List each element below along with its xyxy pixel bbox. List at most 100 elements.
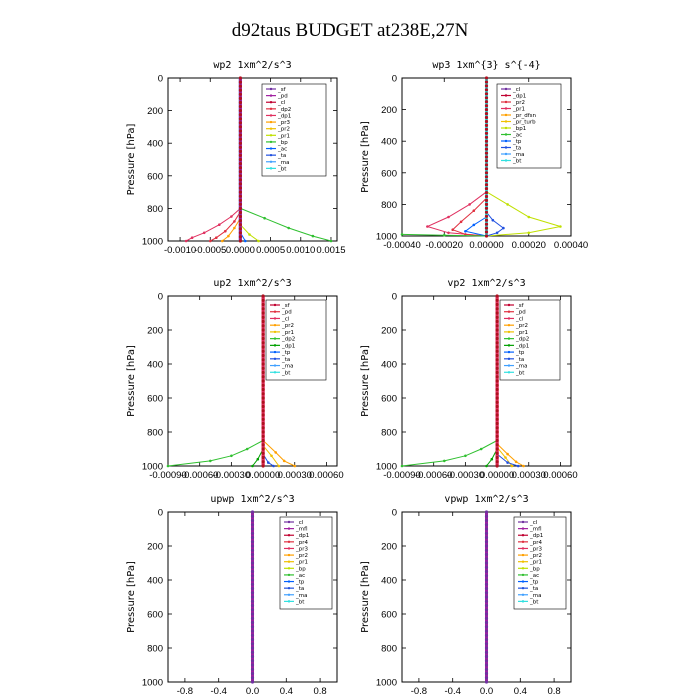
x-tick-label: -0.00030 xyxy=(213,470,251,481)
legend-swatch-marker xyxy=(521,600,525,603)
zero-line-marker xyxy=(495,362,499,366)
y-tick-label: 600 xyxy=(381,168,397,179)
legend-entry: _ac xyxy=(277,147,287,153)
zero-line-marker xyxy=(484,210,489,214)
zero-line-marker xyxy=(484,222,489,226)
zero-line-marker xyxy=(261,375,265,379)
zero-line-marker xyxy=(238,117,242,121)
series-line-pr2 xyxy=(262,440,296,467)
zero-line-marker xyxy=(495,400,499,404)
legend-swatch-marker xyxy=(287,586,291,590)
zero-line-marker xyxy=(484,650,489,654)
legend-entry: _ma xyxy=(515,364,527,370)
zero-line-marker xyxy=(250,612,255,616)
zero-line-marker xyxy=(484,625,489,629)
legend-entry: _dp2 xyxy=(277,107,291,113)
y-axis-label: Pressure [hPa] xyxy=(126,561,137,633)
series-point xyxy=(248,233,251,236)
y-tick-label: 800 xyxy=(147,428,163,439)
zero-line-marker xyxy=(495,375,499,379)
zero-line-marker xyxy=(261,366,265,370)
zero-line-marker xyxy=(495,298,499,302)
chart-legend: _sf_pd_cl_pr2_pr1_dp2_dp1_tp_ta_ma_bt xyxy=(499,299,561,381)
series-point xyxy=(516,464,520,468)
zero-line-marker xyxy=(484,676,489,680)
legend-swatch-marker xyxy=(507,350,511,354)
x-tick-label: 0.00030 xyxy=(278,470,312,481)
y-tick-label: 1000 xyxy=(376,232,397,243)
zero-line-marker xyxy=(261,349,265,353)
zero-line-marker xyxy=(484,155,489,159)
chart-legend: _cl_dp1_pr2_pr1_pr_dfsn_pr_turb_bp1_ac_t… xyxy=(496,83,562,169)
legend-swatch-marker xyxy=(507,364,511,367)
zero-line-marker xyxy=(250,663,255,667)
zero-line-marker xyxy=(484,659,489,663)
zero-line-marker xyxy=(261,447,265,451)
zero-line-marker xyxy=(484,531,489,535)
zero-line-marker xyxy=(238,227,242,231)
chart-panel-2: wp3 1xm^{3} s^{-4} 0 200 400 600 800 1000 Press… xyxy=(360,60,588,251)
legend-entry: _mfl xyxy=(529,527,542,533)
legend-swatch-marker xyxy=(269,107,273,111)
chart-panel-5: upwp 1xm^2/s^3 0 200 400 600 800 1000 Pressure … xyxy=(126,494,338,697)
series-point xyxy=(510,464,514,468)
zero-line-marker xyxy=(250,535,255,540)
zero-line-marker xyxy=(484,131,489,135)
zero-line-marker xyxy=(250,548,255,552)
zero-line-marker xyxy=(484,608,489,612)
legend-entry: _pr_dfsn xyxy=(512,113,537,119)
legend-entry: _cl xyxy=(512,87,521,93)
legend-entry: _bt xyxy=(281,370,291,376)
legend-swatch-marker xyxy=(507,371,511,374)
legend-swatch-marker xyxy=(504,133,508,136)
y-tick-label: 1000 xyxy=(142,462,163,473)
zero-line-marker xyxy=(238,202,242,206)
series-point xyxy=(400,233,404,236)
y-axis-label: Pressure [hPa] xyxy=(126,345,137,417)
series-point xyxy=(263,216,266,220)
x-tick-label: 0.00040 xyxy=(554,240,588,251)
zero-line-marker xyxy=(238,141,242,145)
zero-line-marker xyxy=(495,447,499,451)
series-point xyxy=(202,231,206,235)
y-tick-label: 200 xyxy=(147,326,163,337)
legend-swatch-marker xyxy=(287,593,291,596)
legend-entry: _ma xyxy=(281,364,293,370)
plot-frame xyxy=(167,77,338,242)
legend-swatch-marker xyxy=(269,167,273,170)
legend-swatch-marker xyxy=(504,100,508,104)
y-tick-label: 0 xyxy=(158,508,163,519)
legend-swatch-marker xyxy=(269,147,273,150)
zero-line-marker xyxy=(250,599,255,603)
zero-line-marker xyxy=(238,198,242,202)
legend-swatch-marker xyxy=(287,520,291,524)
series-point xyxy=(244,239,247,243)
legend-entry: _pr3 xyxy=(277,120,291,126)
zero-line-marker xyxy=(484,569,489,574)
series-line-ta xyxy=(486,211,505,237)
zero-line-marker xyxy=(238,109,242,113)
zero-line-marker xyxy=(484,599,489,603)
x-tick-label: -0.00090 xyxy=(383,470,421,481)
zero-line-marker xyxy=(484,667,489,671)
zero-line-marker xyxy=(484,544,489,548)
zero-line-marker xyxy=(495,392,499,396)
zero-line-marker xyxy=(250,523,255,527)
zero-line-marker xyxy=(261,434,265,438)
zero-line-marker xyxy=(261,400,265,404)
y-tick-label: 0 xyxy=(392,74,397,85)
zero-line-marker xyxy=(484,642,489,646)
chart-panel-3: up2 1xm^2/s^3 0 200 400 600 800 1000 Pressure [… xyxy=(126,278,344,481)
legend-entry: _pr4 xyxy=(295,540,309,546)
y-tick-label: 800 xyxy=(381,644,397,655)
legend-swatch-marker xyxy=(273,303,277,307)
x-tick-label: -0.0005 xyxy=(194,245,226,256)
x-tick-label: -0.00060 xyxy=(415,470,453,481)
series-point xyxy=(270,454,273,458)
zero-line-marker xyxy=(484,80,489,84)
legend-swatch-marker xyxy=(521,547,525,550)
zero-line-marker xyxy=(261,387,265,392)
zero-line-marker xyxy=(250,659,255,663)
zero-line-marker xyxy=(484,514,489,518)
zero-line-marker xyxy=(238,210,242,215)
